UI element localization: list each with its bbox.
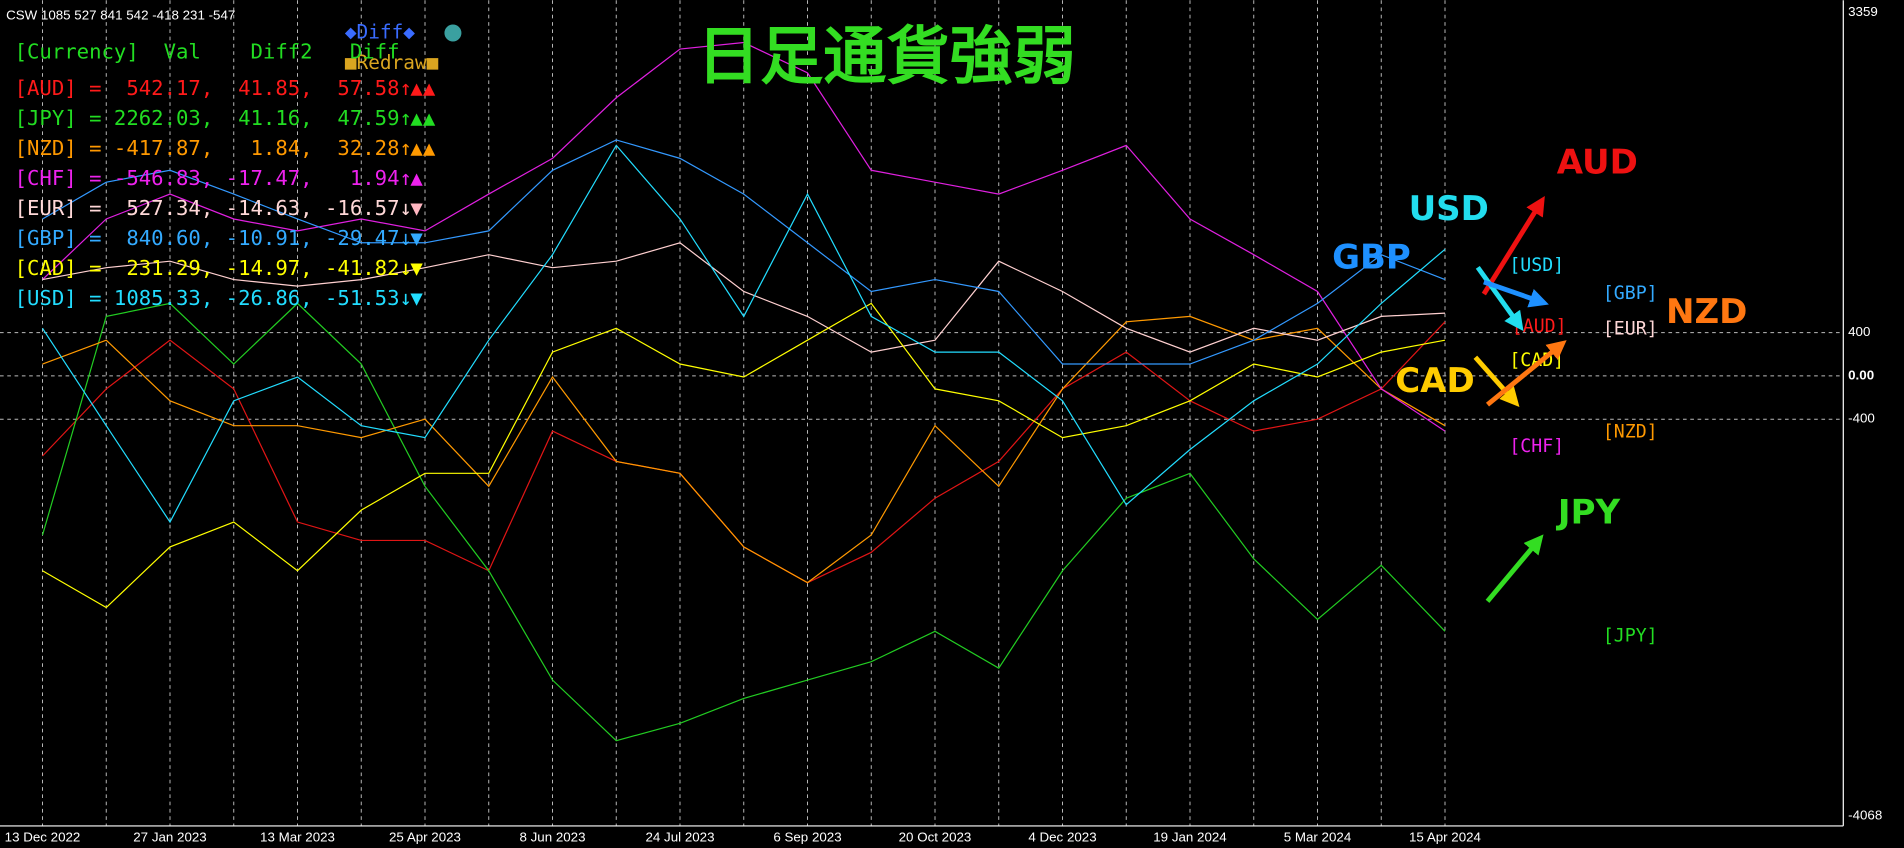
x-tick-label: 8 Jun 2023 [519, 830, 585, 845]
y-tick-label: 400 [1848, 324, 1870, 339]
x-tick-label: 15 Apr 2024 [1409, 830, 1482, 845]
diff-button[interactable]: ◆Diff◆ [345, 20, 415, 43]
signal: ▼ [410, 196, 423, 220]
signal: ▲▲ [410, 106, 435, 130]
arrow [1475, 265, 1524, 332]
x-tick-label: 19 Jan 2024 [1153, 830, 1227, 845]
x-tick-label: 4 Dec 2023 [1028, 830, 1096, 845]
annotation: JPY [1556, 492, 1621, 532]
x-tick-label: 27 Jan 2023 [133, 830, 206, 845]
panel-header: [Currency] Val Diff2 Diff [15, 39, 400, 63]
annotation: AUD [1557, 143, 1638, 183]
series-line [41, 144, 1446, 524]
redraw-button[interactable]: ■Redraw■ [345, 51, 439, 74]
arrow [1483, 279, 1549, 308]
annotation: NZD [1666, 292, 1747, 332]
panel-row: [JPY] = 2262.03, 41.16, 47.59↑ [15, 106, 412, 130]
currency-label: [CAD] [1509, 350, 1564, 371]
currency-label: [GBP] [1603, 283, 1658, 304]
panel-row: [GBP] = 840.60, -10.91, -29.47↓ [15, 226, 412, 250]
series-line [42, 139, 1446, 365]
x-tick-label: 20 Oct 2023 [899, 830, 972, 845]
x-tick-label: 13 Dec 2022 [5, 830, 81, 845]
currency-label: [JPY] [1603, 626, 1658, 647]
signal: ▼ [410, 226, 423, 250]
x-tick-label: 24 Jul 2023 [646, 830, 715, 845]
toggle-button[interactable] [444, 24, 462, 42]
x-tick-label: 25 Apr 2023 [389, 830, 461, 845]
currency-label: [CHF] [1509, 436, 1564, 457]
series-line [42, 302, 1446, 609]
signal: ▼ [410, 286, 423, 310]
series-line [42, 242, 1446, 353]
panel-row: [USD] = 1085.33, -26.86, -51.53↓ [15, 286, 412, 310]
currency-label: [USD] [1509, 255, 1564, 276]
panel-row: [CAD] = 231.29, -14.97, -41.82↓ [15, 256, 412, 280]
x-tick-label: 13 Mar 2023 [260, 830, 335, 845]
arrow [1485, 340, 1567, 407]
series-line [42, 41, 1446, 432]
currency-label: [NZD] [1603, 421, 1658, 442]
y-tick-label: -4068 [1848, 808, 1882, 823]
annotation: GBP [1332, 237, 1411, 277]
arrow [1481, 195, 1545, 296]
y-tick-label: 3359 [1848, 4, 1878, 19]
x-tick-label: 5 Mar 2024 [1284, 830, 1352, 845]
signal: ▼ [410, 256, 423, 280]
arrow [1473, 355, 1520, 407]
signal: ▲▲ [410, 136, 435, 160]
x-tick-label: 6 Sep 2023 [773, 830, 841, 845]
series-line [41, 302, 1446, 742]
currency-label: [EUR] [1603, 318, 1658, 339]
panel-row: [CHF] = -546.83, -17.47, 1.94↑ [15, 166, 412, 190]
status-text: CSW 1085 527 841 542 -418 231 -547 [6, 8, 235, 23]
series-line [42, 315, 1446, 584]
panel-row: [EUR] = 527.34, -14.63, -16.57↓ [15, 196, 412, 220]
panel-row: [AUD] = 542.17, 41.85, 57.58↑ [15, 76, 412, 100]
panel-row: [NZD] = -417.87, 1.84, 32.28↑ [15, 136, 412, 160]
chart-title: 日足通貨強弱 [697, 19, 1076, 93]
signal: ▲ [410, 166, 423, 190]
arrow [1485, 534, 1544, 603]
annotation: CAD [1395, 361, 1475, 401]
signal: ▲▲ [410, 76, 435, 100]
y-tick-label: -400 [1848, 411, 1875, 426]
y-tick-label: 0.00 [1848, 367, 1874, 382]
currency-label: [AUD] [1512, 316, 1567, 337]
annotation: USD [1409, 189, 1489, 229]
